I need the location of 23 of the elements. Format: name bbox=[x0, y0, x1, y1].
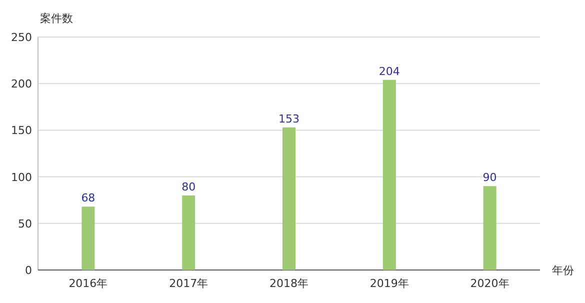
data-label: 80 bbox=[182, 180, 196, 194]
y-axis-title: 案件数 bbox=[40, 12, 73, 25]
x-tick-label: 2019年 bbox=[370, 277, 409, 290]
data-label: 204 bbox=[378, 64, 400, 78]
bar bbox=[382, 80, 396, 270]
x-axis-title: 年份 bbox=[552, 264, 574, 277]
bar bbox=[483, 186, 496, 270]
bar bbox=[182, 195, 196, 270]
x-tick-label: 2018年 bbox=[270, 277, 308, 290]
y-tick-label: 200 bbox=[11, 78, 32, 91]
data-label: 153 bbox=[278, 112, 300, 126]
y-tick-label: 100 bbox=[11, 170, 32, 184]
bar bbox=[282, 127, 296, 270]
y-tick-label: 250 bbox=[11, 31, 32, 44]
y-tick-label: 150 bbox=[11, 124, 32, 138]
x-tick-label: 2016年 bbox=[68, 277, 108, 290]
x-tick-label: 2020年 bbox=[470, 277, 510, 290]
y-tick-label: 0 bbox=[25, 264, 32, 277]
x-tick-label: 2017年 bbox=[169, 277, 208, 290]
bar bbox=[82, 206, 95, 270]
y-tick-label: 50 bbox=[18, 217, 32, 230]
data-label: 68 bbox=[81, 192, 96, 205]
data-label: 90 bbox=[482, 171, 497, 184]
